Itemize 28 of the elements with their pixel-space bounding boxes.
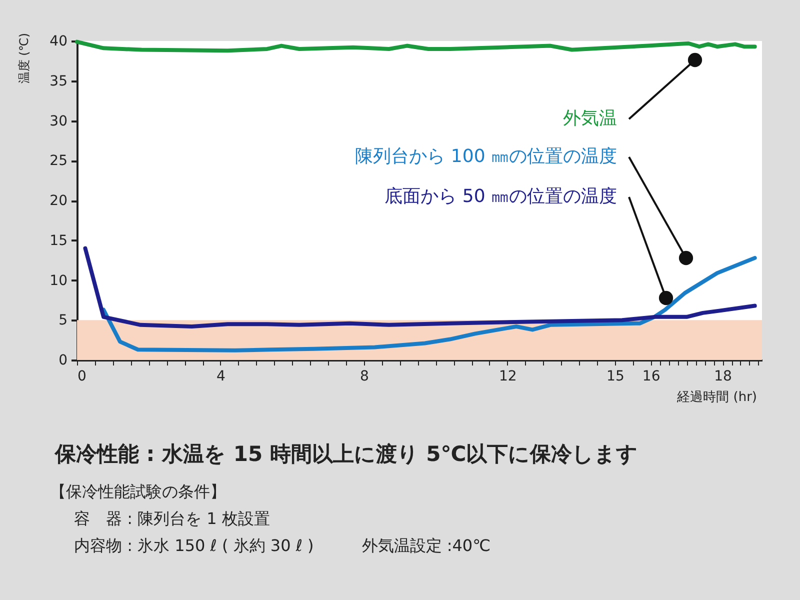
text: 内容物 : 氷水 150 ℓ ( 氷約 30 ℓ ) 外気温設定 :40℃ — [74, 536, 491, 555]
line-series — [83, 246, 757, 329]
text: 【保冷性能試験の条件】 — [50, 482, 226, 501]
x-tick-label: 0 — [78, 368, 86, 384]
x-tick-label: 18 — [714, 368, 732, 384]
y-tick-label: 25 — [50, 153, 68, 170]
y-tick-label: 5 — [58, 312, 68, 329]
y-tick-label: 15 — [50, 232, 68, 249]
x-tick-label: 4 — [216, 368, 226, 384]
text: 外気温 — [563, 108, 617, 129]
line-series — [75, 40, 757, 53]
x-tick-label: 8 — [360, 368, 369, 384]
y-tick-label: 0 — [58, 352, 68, 368]
y-tick-label: 40 — [50, 34, 68, 50]
text: 容 器 : 陳列台を 1 枚設置 — [74, 509, 270, 528]
line-series — [102, 256, 757, 352]
y-tick-label: 10 — [50, 272, 68, 289]
x-tick-label: 15 — [606, 368, 624, 384]
x-tick-label: 12 — [498, 368, 517, 384]
text: 保冷性能 : 水温を 15 時間以上に渡り 5℃以下に保冷します — [54, 442, 638, 466]
x-axis-title: 経過時間 (hr) — [676, 390, 757, 405]
x-tick-label: 16 — [642, 368, 660, 384]
text: 底面から 50 ㎜の位置の温度 — [384, 186, 617, 207]
y-tick-label: 20 — [50, 193, 68, 209]
y-tick-label: 35 — [50, 73, 68, 90]
y-tick-label: 30 — [50, 113, 68, 130]
text: 陳列台から 100 ㎜の位置の温度 — [355, 146, 617, 167]
y-axis-title: 温度 (℃) — [17, 33, 31, 84]
